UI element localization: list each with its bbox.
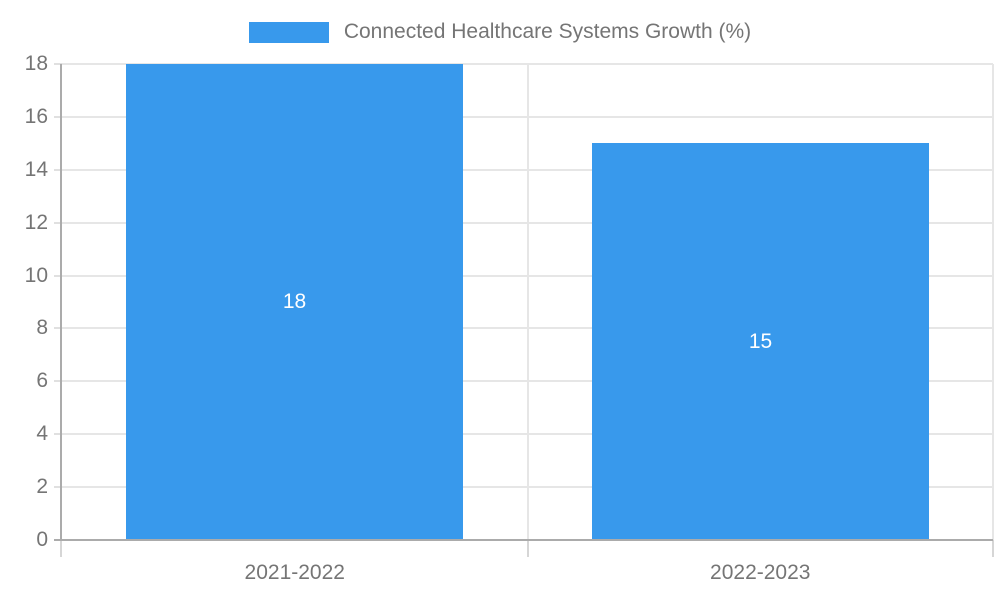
bar-value-label: 15 xyxy=(748,329,773,353)
y-tick-label: 16 xyxy=(24,104,48,128)
plot-right-border xyxy=(992,64,994,540)
x-tick-label: 2022-2023 xyxy=(710,561,811,584)
y-tick-mark xyxy=(54,221,62,224)
legend: Connected Healthcare Systems Growth (%) xyxy=(0,20,1000,44)
y-tick-label: 10 xyxy=(24,263,48,287)
y-tick-mark xyxy=(54,168,62,171)
plot-area: 0 2 4 6 8 10 12 14 16 18 18 2021-2022 15 2022-2023 xyxy=(25,52,994,584)
y-tick-mark xyxy=(54,486,62,489)
y-tick-label: 2 xyxy=(36,475,48,499)
x-tick-label: 2021-2022 xyxy=(244,561,345,584)
y-tick-label: 14 xyxy=(24,157,48,181)
bar: 15 xyxy=(592,143,929,540)
bar-value-label: 18 xyxy=(282,290,307,313)
y-tick-label: 0 xyxy=(36,528,48,551)
y-tick-mark xyxy=(54,327,62,330)
column-divider-extension xyxy=(526,540,529,557)
y-tick-mark xyxy=(54,380,62,383)
column-divider xyxy=(526,64,529,540)
y-tick-mark xyxy=(54,63,62,65)
y-tick-label: 8 xyxy=(36,316,48,340)
y-tick-mark xyxy=(54,433,62,436)
x-axis-baseline xyxy=(54,539,993,541)
y-tick-label: 18 xyxy=(24,52,48,75)
plot-right-border-extension xyxy=(992,540,994,557)
y-tick-mark xyxy=(54,274,62,277)
y-tick-label: 12 xyxy=(24,210,48,234)
legend-swatch xyxy=(248,21,329,43)
y-tick-label: 6 xyxy=(36,369,48,393)
y-tick-mark xyxy=(54,115,62,118)
bar: 18 xyxy=(126,64,463,540)
legend-label: Connected Healthcare Systems Growth (%) xyxy=(343,20,752,43)
y-tick-label: 4 xyxy=(36,422,48,446)
y-axis-line xyxy=(60,64,62,540)
y-axis-line-extension xyxy=(60,540,62,557)
